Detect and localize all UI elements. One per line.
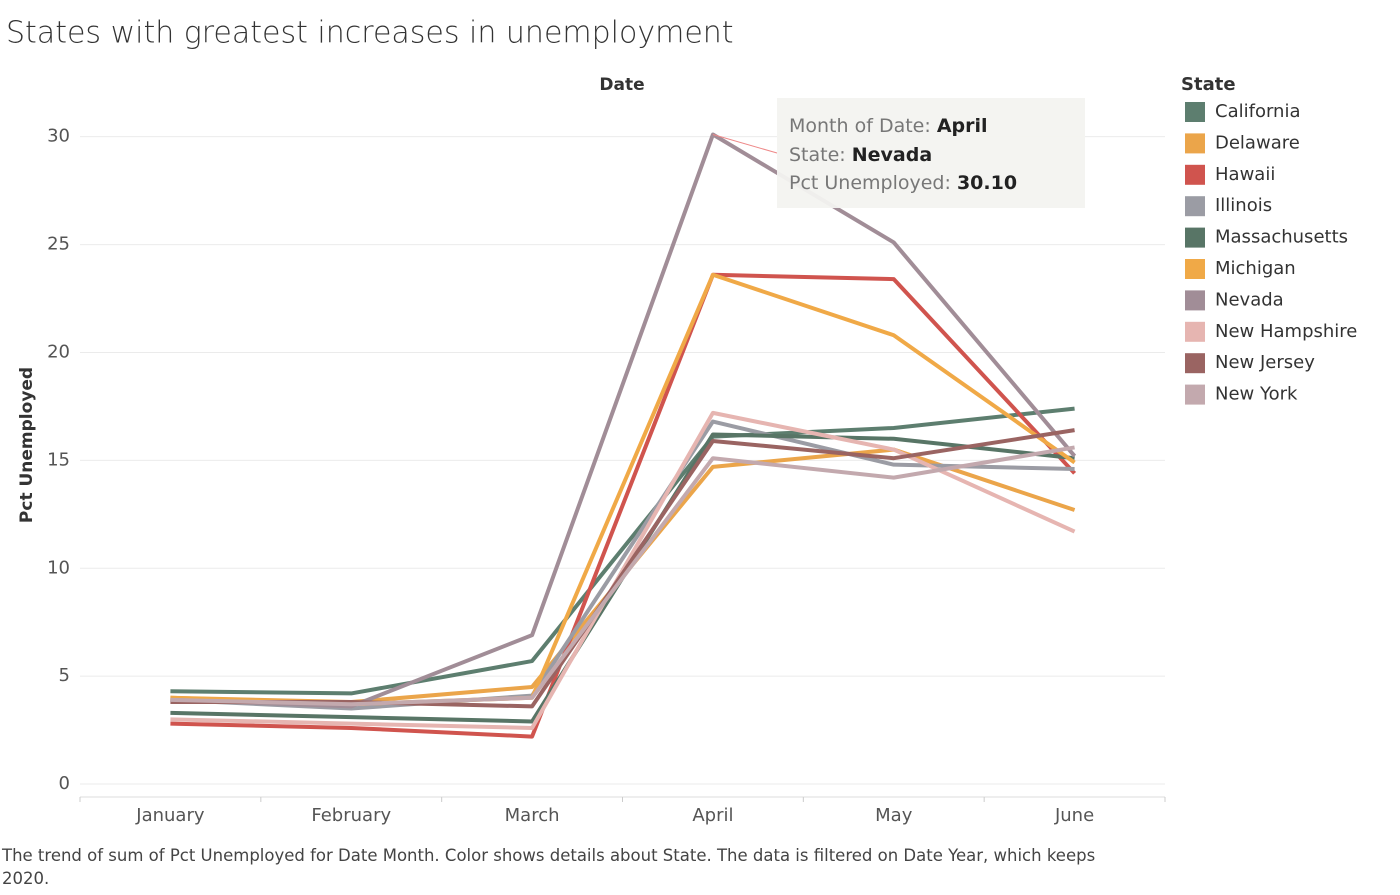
- legend-swatch: [1185, 259, 1205, 279]
- legend-label: California: [1215, 101, 1300, 122]
- x-tick-label: February: [311, 805, 391, 826]
- series-line: [170, 445, 1075, 707]
- x-tick-label: May: [875, 805, 913, 826]
- caption: The trend of sum of Pct Unemployed for D…: [2, 846, 1096, 888]
- legend-swatch: [1185, 227, 1205, 248]
- series-line: [170, 406, 1075, 696]
- legend-label: Hawaii: [1215, 164, 1275, 185]
- legend-title: State: [1181, 74, 1236, 95]
- legend-label: Massachusetts: [1215, 227, 1348, 248]
- chart: States with greatest increases in unempl…: [6, 16, 1357, 827]
- legend-label: New York: [1215, 384, 1298, 405]
- tooltip-value: April: [937, 115, 988, 137]
- legend-swatch: [1185, 290, 1205, 311]
- y-tick-label: 25: [47, 234, 70, 255]
- legend-swatch: [1185, 321, 1205, 342]
- legend-swatch: [1185, 102, 1205, 122]
- legend-label: New Jersey: [1215, 352, 1315, 373]
- tooltip-value: 30.10: [957, 172, 1017, 194]
- y-tick-label: 5: [59, 665, 70, 686]
- tooltip-box: [777, 98, 1085, 208]
- series-line: [170, 419, 1075, 711]
- y-axis-title: Pct Unemployed: [17, 367, 37, 523]
- legend-swatch: [1185, 164, 1205, 185]
- legend-label: New Hampshire: [1215, 321, 1357, 342]
- grid: 0 5 10 15 20 25 30 January February March April May…: [47, 126, 1166, 826]
- tooltip: Month of Date: April State: Nevada Pct U…: [777, 98, 1085, 208]
- y-tick-label: 0: [59, 773, 70, 794]
- tooltip-line: State: Nevada: [789, 144, 932, 166]
- tooltip-connector: [712, 134, 778, 154]
- x-axis-title: Date: [599, 75, 644, 95]
- lines: [170, 132, 1077, 739]
- legend-label: Michigan: [1215, 258, 1296, 279]
- tooltip-label: State:: [789, 144, 846, 166]
- legend-swatch: [1185, 133, 1205, 154]
- legend-label: Delaware: [1215, 132, 1300, 153]
- legend-label: Nevada: [1215, 289, 1284, 310]
- y-tick-label: 15: [47, 449, 70, 470]
- legend-swatch: [1185, 196, 1205, 217]
- y-tick-label: 20: [47, 341, 70, 362]
- series-line: [170, 272, 1077, 739]
- tooltip-line: Pct Unemployed: 30.10: [789, 172, 1017, 194]
- x-tick-label: January: [135, 805, 205, 826]
- tooltip-label: Month of Date:: [789, 115, 931, 137]
- y-tick-label: 30: [47, 126, 70, 147]
- x-tick-label: June: [1054, 805, 1094, 826]
- x-tick-label: April: [692, 805, 733, 826]
- legend-swatch: [1185, 384, 1205, 405]
- chart-title: States with greatest increases in unempl…: [6, 16, 734, 51]
- tooltip-label: Pct Unemployed:: [789, 172, 951, 194]
- legend-swatch: [1185, 353, 1205, 374]
- legend-label: Illinois: [1215, 195, 1272, 216]
- y-tick-label: 10: [47, 557, 70, 578]
- x-tick-label: March: [505, 805, 560, 826]
- series-line: [170, 272, 1076, 707]
- series-line: [170, 132, 1077, 709]
- tooltip-value: Nevada: [852, 144, 932, 166]
- tooltip-line: Month of Date: April: [789, 115, 988, 137]
